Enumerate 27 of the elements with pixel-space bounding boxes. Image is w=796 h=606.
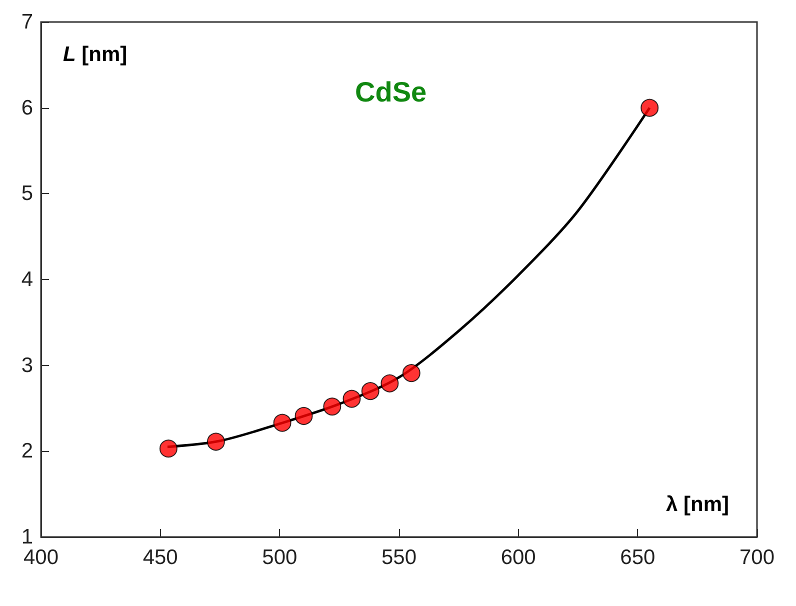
y-tick-label: 1	[21, 526, 33, 548]
point	[640, 98, 659, 117]
point	[159, 440, 178, 458]
x-tick-label: 450	[142, 546, 178, 569]
x-tick-label: 500	[262, 546, 298, 569]
y-tick-label: 5	[21, 182, 33, 206]
y-tick-label: 3	[21, 354, 33, 377]
x-tick-label: 600	[500, 546, 536, 569]
point	[294, 406, 313, 425]
annotation: CdSe	[355, 76, 427, 108]
y-tick-label: 7	[21, 10, 33, 34]
x-tick-label: 700	[739, 546, 775, 569]
point	[361, 382, 380, 400]
y-tick-label: 2	[21, 440, 33, 463]
point	[402, 364, 420, 382]
x-axis-title: λ [nm]	[666, 493, 729, 516]
point	[206, 432, 225, 451]
point	[323, 398, 342, 416]
x-tick-label: 400	[23, 546, 59, 569]
x-tick-label: 650	[620, 546, 656, 569]
x-tick-label: 550	[381, 546, 417, 569]
point	[380, 374, 399, 392]
point	[273, 414, 292, 432]
point	[342, 390, 361, 408]
y-tick-label: 4	[21, 268, 34, 291]
y-axis-title: L [nm]	[63, 43, 128, 66]
y-tick-label: 6	[21, 96, 33, 120]
